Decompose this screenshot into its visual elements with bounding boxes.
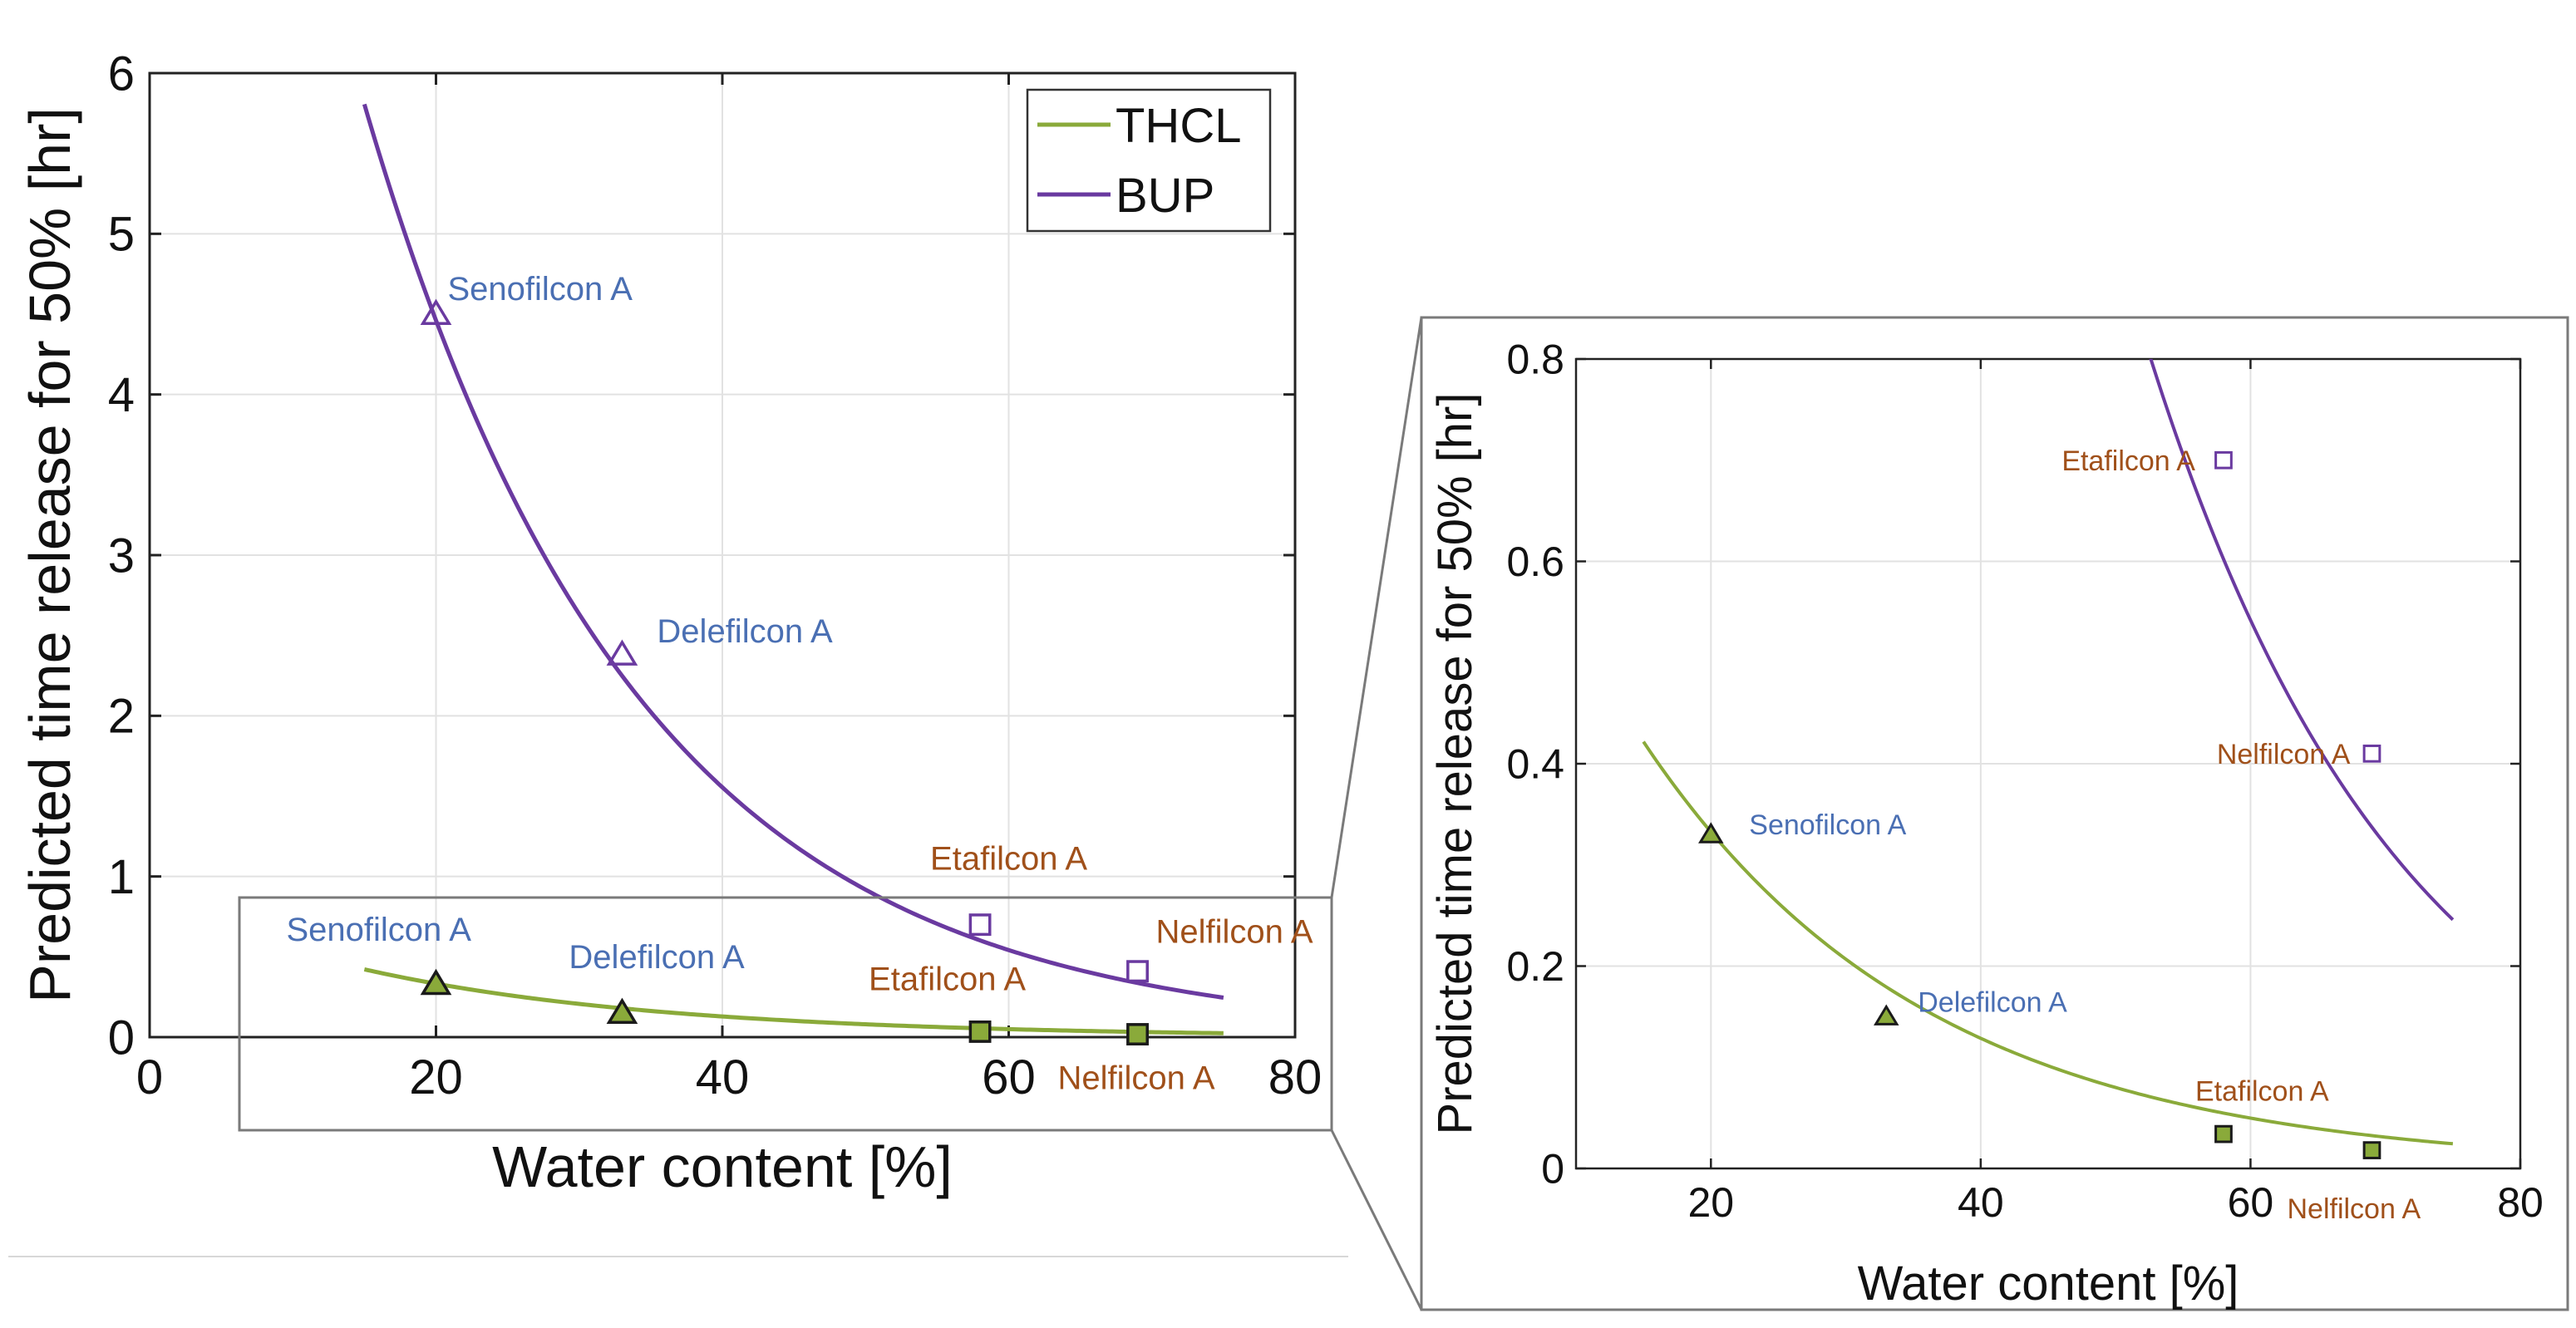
y-tick-label: 2 — [108, 690, 135, 744]
legend: THCL BUP — [1026, 88, 1272, 233]
marker-thcl-etafilcon-a — [968, 1020, 992, 1043]
y-tick-label: 4 — [108, 368, 135, 422]
data-label-thcl-delefilcon-a: Delefilcon A — [1918, 986, 2067, 1018]
data-label-bup-nelfilcon-a: Nelfilcon A — [1156, 914, 1313, 951]
x-tick-label: 60 — [2228, 1179, 2274, 1226]
marker-thcl-delefilcon-a — [606, 997, 638, 1024]
marker-bup-etafilcon-a — [2214, 450, 2233, 470]
zoom-rect — [238, 896, 1333, 1132]
x-tick-label: 20 — [1687, 1179, 1734, 1226]
marker-bup-senofilcon-a — [420, 298, 452, 325]
x-tick-label: 40 — [1958, 1179, 2004, 1226]
marker-thcl-nelfilcon-a — [2362, 1141, 2381, 1159]
chart-main: 0 20 40 60 80 0 1 2 3 4 5 6 Water content [%] Predict… — [17, 47, 1322, 1199]
data-label-thcl-etafilcon-a: Etafilcon A — [2195, 1076, 2329, 1108]
x-tick-label: 80 — [1268, 1050, 1322, 1104]
data-label-bup-nelfilcon-a: Nelfilcon A — [2217, 739, 2351, 770]
series-line-bup — [2149, 359, 2455, 922]
data-label-thcl-delefilcon-a: Delefilcon A — [569, 939, 745, 976]
y-tick-label: 0.2 — [1506, 943, 1564, 990]
series-line-bup — [362, 103, 1224, 1000]
y-tick-label: 0.8 — [1506, 337, 1564, 383]
x-axis-label: Water content [%] — [492, 1134, 953, 1199]
grid-lines — [150, 73, 1295, 1037]
y-tick-label: 3 — [108, 529, 135, 583]
marker-bup-delefilcon-a — [606, 639, 638, 666]
data-label-bup-etafilcon-a: Etafilcon A — [930, 841, 1087, 878]
y-tick-label: 0 — [1541, 1146, 1564, 1193]
legend-label-thcl: THCL — [1116, 99, 1241, 153]
marker-bup-nelfilcon-a — [1126, 960, 1149, 983]
y-tick-label: 0.4 — [1506, 741, 1564, 788]
data-label-thcl-etafilcon-a: Etafilcon A — [869, 961, 1026, 997]
marker-thcl-senofilcon-a — [1698, 822, 1724, 844]
chart-zoom: 20 40 60 80 0 0.2 0.4 0.6 0.8 Water content [%] Pr… — [1428, 337, 2544, 1311]
data-label-thcl-nelfilcon-a: Nelfilcon A — [1058, 1060, 1215, 1097]
data-label-bup-delefilcon-a: Delefilcon A — [657, 613, 833, 650]
zoom-indicator — [8, 317, 1423, 1311]
x-tick-label: 60 — [982, 1050, 1036, 1104]
x-tick-label: 40 — [696, 1050, 750, 1104]
grid-lines — [1576, 359, 2520, 1168]
x-tick-label: 80 — [2497, 1179, 2544, 1226]
x-tick-label: 20 — [409, 1050, 463, 1104]
y-tick-label: 0.6 — [1506, 539, 1564, 585]
series-line-thcl — [363, 967, 1224, 1035]
marker-thcl-etafilcon-a — [2214, 1124, 2233, 1144]
data-label-bup-senofilcon-a: Senofilcon A — [448, 271, 633, 307]
marker-bup-etafilcon-a — [968, 913, 992, 937]
marker-thcl-senofilcon-a — [420, 968, 452, 996]
y-tick-label: 1 — [108, 850, 135, 904]
y-axis-label: Predicted time release for 50% [hr] — [17, 107, 82, 1003]
y-tick-label: 5 — [108, 208, 135, 262]
y-axis-label: Predicted time release for 50% [hr] — [1428, 393, 1482, 1135]
marker-thcl-delefilcon-a — [1874, 1004, 1899, 1026]
data-label-bup-etafilcon-a: Etafilcon A — [2061, 445, 2195, 477]
data-label-thcl-senofilcon-a: Senofilcon A — [287, 912, 472, 948]
zoom-connector — [1330, 317, 1423, 898]
data-label-thcl-senofilcon-a: Senofilcon A — [1749, 809, 1906, 841]
marker-bup-nelfilcon-a — [2362, 744, 2381, 763]
x-axis-label: Water content [%] — [1858, 1257, 2239, 1311]
x-tick-label: 0 — [136, 1050, 163, 1104]
zoom-connector — [1330, 1129, 1423, 1311]
data-label-thcl-nelfilcon-a: Nelfilcon A — [2287, 1193, 2421, 1225]
y-tick-label: 6 — [108, 47, 135, 101]
marker-thcl-nelfilcon-a — [1126, 1023, 1149, 1045]
legend-label-bup: BUP — [1116, 169, 1214, 223]
series-line-thcl — [1642, 740, 2454, 1146]
y-tick-label: 0 — [108, 1011, 135, 1065]
legend-box — [1026, 88, 1272, 233]
